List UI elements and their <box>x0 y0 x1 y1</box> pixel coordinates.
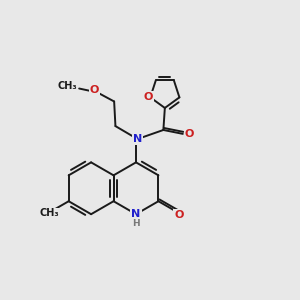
Text: O: O <box>184 129 194 139</box>
Text: CH₃: CH₃ <box>39 208 59 218</box>
Text: N: N <box>133 134 142 144</box>
Text: CH₃: CH₃ <box>57 82 77 92</box>
Text: O: O <box>90 85 99 95</box>
Text: N: N <box>131 209 141 219</box>
Text: O: O <box>174 210 184 220</box>
Text: H: H <box>132 218 140 227</box>
Text: O: O <box>143 92 153 102</box>
